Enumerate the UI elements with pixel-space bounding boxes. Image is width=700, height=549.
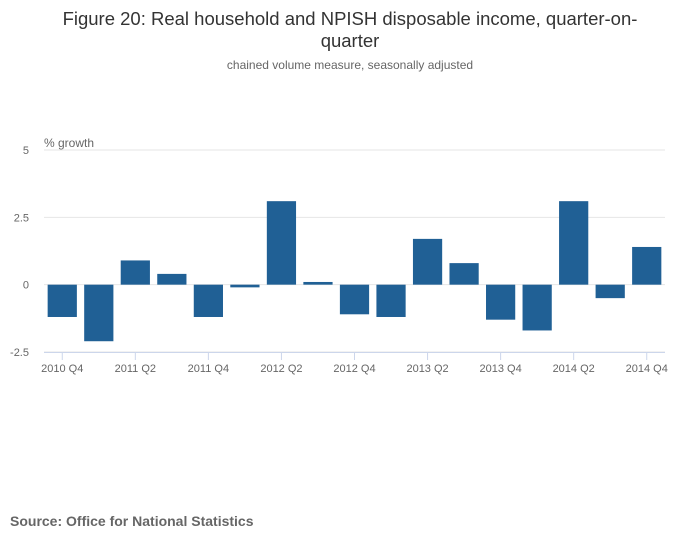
y-tick-label: -2.5 (10, 347, 29, 359)
y-tick-label: 5 (23, 145, 29, 157)
bar-2013-q2 (412, 238, 443, 285)
bar-2014-q4 (632, 246, 662, 285)
source-note: Source: Office for National Statistics (10, 513, 254, 529)
x-tick-label: 2011 Q2 (115, 363, 156, 375)
axes: -2.5 0 2.5 5 2010 Q4 2011 Q2 2011 Q4 2012 Q2 201… (10, 145, 668, 375)
bar-2013-q4 (486, 284, 516, 320)
x-tick-label: 2010 Q4 (41, 363, 83, 375)
bar-2011-q1 (84, 284, 114, 342)
x-tick-label: 2012 Q2 (260, 363, 302, 375)
bar-2012-q2 (266, 201, 297, 285)
y-tick-label: 0 (23, 280, 29, 292)
x-tick-label: 2013 Q4 (480, 363, 522, 375)
x-tick-label: 2014 Q4 (626, 363, 668, 375)
bar-2013-q1 (376, 284, 406, 317)
bar-2011-q2 (120, 260, 150, 285)
bar-2014-q1 (522, 284, 552, 331)
bar-2014-q2 (559, 201, 589, 285)
bar-2011-q4 (193, 284, 223, 317)
bars (47, 201, 662, 342)
chart-subtitle: chained volume measure, seasonally adjus… (226, 58, 474, 72)
bar-2012-q4 (339, 284, 370, 315)
x-tick-label: 2011 Q4 (188, 363, 229, 375)
x-tick-label: 2014 Q2 (553, 363, 595, 375)
chart-title: Figure 20: Real household and NPISH disp… (62, 8, 638, 51)
bar-2011-q3 (157, 273, 187, 285)
x-tick-label: 2012 Q4 (333, 363, 375, 375)
bar-2010-q4 (47, 284, 77, 317)
bar-2012-q3 (303, 281, 333, 285)
x-tick-label: 2013 Q2 (406, 363, 448, 375)
y-tick-label: 2.5 (14, 212, 29, 224)
bar-2013-q3 (449, 263, 479, 285)
y-axis-title: % growth (44, 136, 94, 150)
bar-2012-q1 (230, 284, 260, 288)
bar-2014-q3 (595, 284, 625, 299)
